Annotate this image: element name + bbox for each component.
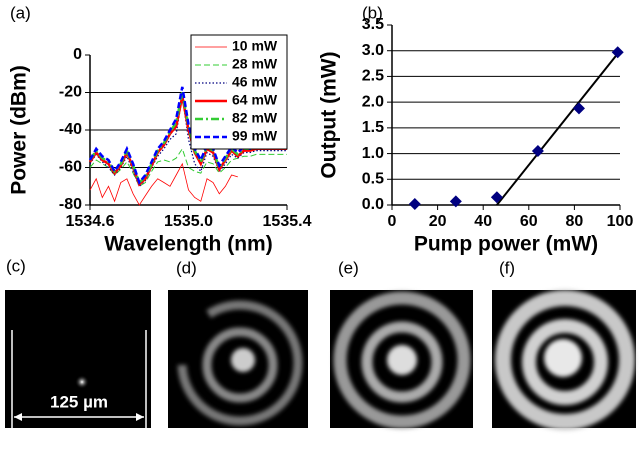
scale-bar-label: 125 µm (50, 392, 108, 411)
panel-label: (c) (6, 256, 26, 275)
y-tick-label: 3.0 (362, 42, 384, 59)
panel-label: (f) (499, 258, 515, 277)
panel-label: (b) (362, 3, 383, 22)
legend-label: 28 mW (232, 56, 278, 72)
x-tick-label: 1534.6 (66, 213, 115, 230)
point (572, 102, 585, 115)
x-tick-label: 100 (607, 213, 634, 230)
y-tick-label: -20 (59, 84, 82, 101)
x-axis-label: Pump power (mW) (414, 233, 598, 256)
legend-label: 99 mW (232, 128, 278, 144)
legend-label: 10 mW (232, 38, 278, 54)
y-axis-label: Power (dBm) (8, 65, 31, 195)
x-tick-label: 1535.0 (164, 213, 213, 230)
series-line (89, 162, 238, 206)
series-line (89, 147, 287, 188)
y-tick-label: 0 (73, 46, 82, 63)
x-tick-label: 1535.4 (263, 213, 312, 230)
image-c: 125 µm (5, 290, 151, 428)
legend-box (190, 34, 288, 150)
point (490, 191, 503, 204)
point (531, 145, 544, 157)
x-tick-label: 40 (474, 213, 492, 230)
y-tick-label: -80 (59, 196, 82, 213)
point (408, 197, 421, 210)
x-tick-label: 0 (388, 213, 397, 230)
point (449, 195, 462, 208)
panel-label: (e) (338, 258, 359, 277)
x-tick-label: 80 (566, 213, 584, 230)
y-tick-label: -60 (59, 159, 82, 176)
legend-label: 46 mW (232, 74, 278, 90)
x-tick-label: 20 (429, 213, 447, 230)
y-tick-label: 0.5 (362, 171, 384, 188)
y-tick-label: 0.0 (362, 196, 384, 213)
y-tick-label: 2.0 (362, 93, 384, 110)
x-tick-label: 60 (520, 213, 538, 230)
x-axis-label: Wavelength (nm) (104, 233, 272, 256)
y-tick-label: -40 (59, 121, 82, 138)
legend-label: 82 mW (232, 110, 278, 126)
panel-label: (d) (176, 258, 197, 277)
point (611, 46, 624, 59)
image-e (330, 290, 473, 429)
image-f (492, 290, 636, 430)
y-tick-label: 1.5 (362, 119, 384, 136)
image-d (168, 290, 308, 428)
fit-line (496, 50, 621, 206)
y-axis-label: Output (mW) (318, 51, 341, 178)
panel-label: (a) (10, 3, 31, 22)
y-tick-label: 3.5 (362, 16, 384, 33)
y-tick-label: 2.5 (362, 68, 384, 85)
legend-label: 64 mW (232, 92, 278, 108)
y-tick-label: 1.0 (362, 145, 384, 162)
